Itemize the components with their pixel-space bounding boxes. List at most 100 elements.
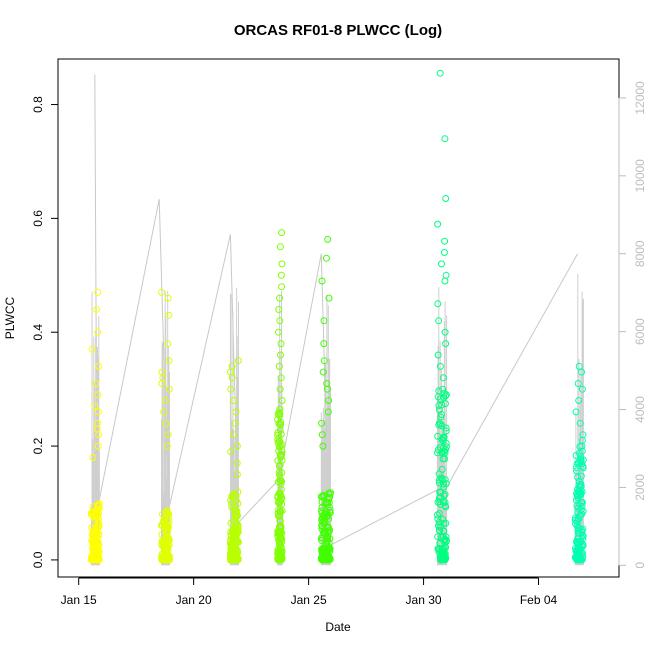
data-point bbox=[227, 536, 235, 543]
data-point bbox=[441, 135, 449, 143]
data-point bbox=[577, 458, 585, 466]
data-point bbox=[320, 491, 328, 499]
data-point bbox=[233, 471, 241, 478]
data-point bbox=[319, 546, 327, 554]
data-point bbox=[227, 448, 235, 456]
data-point bbox=[164, 552, 172, 560]
data-point bbox=[433, 511, 441, 519]
right-y-tick-label: 10000 bbox=[633, 159, 647, 193]
data-point bbox=[575, 449, 583, 457]
data-point bbox=[276, 508, 284, 516]
data-point bbox=[436, 69, 444, 77]
data-point bbox=[441, 476, 449, 484]
data-point bbox=[275, 548, 282, 556]
data-point bbox=[572, 408, 580, 416]
data-point bbox=[230, 548, 238, 555]
data-point bbox=[573, 460, 581, 468]
data-point bbox=[94, 328, 102, 336]
data-point bbox=[575, 362, 583, 370]
data-point bbox=[278, 529, 286, 537]
data-point bbox=[323, 545, 331, 553]
y-tick-label: 0.2 bbox=[31, 437, 45, 454]
flight-points-rf03 bbox=[227, 357, 242, 564]
data-point bbox=[442, 427, 450, 435]
data-point bbox=[275, 437, 283, 445]
data-point bbox=[164, 340, 172, 348]
data-point bbox=[232, 408, 240, 416]
data-point bbox=[578, 385, 586, 393]
data-point bbox=[275, 420, 283, 428]
y-axis-label: PLWCC bbox=[3, 296, 17, 339]
data-point bbox=[442, 340, 450, 348]
data-point bbox=[95, 502, 103, 510]
data-point bbox=[574, 380, 582, 387]
data-point bbox=[231, 534, 239, 542]
data-point bbox=[434, 351, 442, 359]
data-point bbox=[579, 541, 587, 548]
data-point bbox=[275, 462, 283, 470]
data-point bbox=[436, 527, 444, 534]
data-point bbox=[441, 400, 449, 408]
data-point bbox=[277, 351, 284, 359]
data-point bbox=[227, 549, 235, 557]
data-point bbox=[437, 420, 444, 428]
data-point bbox=[571, 544, 579, 552]
data-point bbox=[578, 368, 585, 376]
data-point bbox=[439, 385, 447, 393]
data-point bbox=[276, 471, 284, 479]
data-point bbox=[276, 476, 284, 484]
data-point bbox=[319, 554, 327, 562]
data-point bbox=[435, 546, 443, 554]
plot-area-border bbox=[57, 58, 620, 578]
y-tick-label: 0.4 bbox=[31, 324, 45, 341]
data-point bbox=[278, 229, 286, 237]
flight-points-rf07 bbox=[571, 362, 587, 564]
data-point bbox=[574, 526, 582, 534]
data-point bbox=[440, 249, 448, 256]
data-point bbox=[274, 478, 282, 486]
data-point bbox=[161, 397, 169, 404]
data-point bbox=[278, 260, 286, 268]
data-point bbox=[574, 535, 582, 543]
data-point bbox=[573, 467, 580, 475]
data-point bbox=[234, 488, 242, 496]
data-point bbox=[89, 454, 97, 461]
data-point bbox=[164, 511, 171, 519]
data-point bbox=[230, 397, 238, 404]
data-point bbox=[95, 431, 103, 439]
data-point bbox=[278, 283, 286, 291]
data-point bbox=[165, 357, 173, 365]
data-point bbox=[161, 522, 169, 530]
data-point bbox=[434, 498, 442, 506]
flight-points-rf01 bbox=[87, 288, 103, 564]
data-point bbox=[439, 436, 447, 444]
right-y-tick-label: 8000 bbox=[633, 240, 647, 267]
data-point bbox=[577, 456, 585, 464]
data-point bbox=[441, 237, 449, 245]
right-y-tick-label: 2000 bbox=[633, 474, 647, 501]
y-tick-label: 0.6 bbox=[31, 210, 45, 227]
data-point bbox=[319, 368, 327, 376]
data-point bbox=[165, 385, 173, 393]
data-point bbox=[441, 536, 449, 544]
data-point bbox=[324, 523, 332, 531]
data-point bbox=[274, 493, 282, 501]
data-point bbox=[276, 438, 284, 446]
data-point bbox=[276, 537, 284, 545]
x-tick-label: Jan 15 bbox=[61, 593, 97, 607]
data-point bbox=[578, 499, 586, 506]
data-point bbox=[326, 490, 334, 498]
data-point bbox=[323, 513, 331, 521]
data-point bbox=[441, 490, 449, 498]
data-point bbox=[231, 419, 239, 427]
data-point bbox=[95, 541, 103, 549]
data-point bbox=[227, 528, 235, 536]
data-point bbox=[438, 260, 445, 268]
data-point bbox=[579, 507, 587, 515]
data-point bbox=[234, 512, 242, 520]
data-point bbox=[228, 374, 236, 382]
data-point bbox=[576, 491, 584, 499]
data-point bbox=[94, 442, 102, 450]
data-point bbox=[441, 277, 449, 285]
data-point bbox=[163, 528, 170, 536]
